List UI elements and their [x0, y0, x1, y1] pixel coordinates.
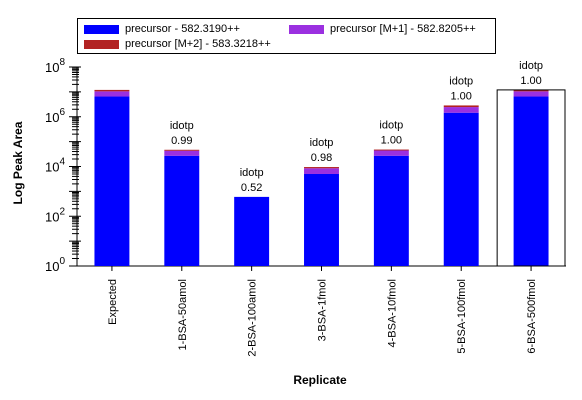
bar-segment: [94, 89, 130, 92]
annotation-label: idotp: [379, 120, 403, 132]
annotation-value: 1.00: [451, 90, 472, 102]
bar-segment: [304, 167, 339, 169]
bar-segment: [164, 149, 200, 151]
bar-segment: [164, 150, 200, 156]
x-tick-label: 4-BSA-10fmol: [386, 279, 398, 347]
annotation-label: idotp: [519, 60, 543, 72]
legend-label-m2: precursor [M+2] - 583.3218++: [125, 38, 271, 50]
bar-segment: [164, 155, 200, 266]
bar-segment: [373, 150, 409, 156]
legend-item-precursor: precursor - 582.3190++: [84, 23, 240, 35]
x-tick-label: 3-BSA-1fmol: [317, 279, 329, 341]
legend-item-m2: precursor [M+2] - 583.3218++: [84, 38, 271, 50]
selection-box: [496, 89, 566, 267]
bar-segment: [304, 173, 339, 266]
chart-legend: precursor - 582.3190++ precursor [M+1] -…: [77, 18, 496, 54]
bar-segment: [513, 96, 549, 266]
bar-segment: [304, 168, 339, 174]
y-tick-label: 104: [45, 157, 65, 175]
bar-segment: [373, 149, 409, 151]
y-axis-title: Log Peak Area: [11, 121, 25, 204]
bar-segment: [443, 107, 479, 113]
x-tick-label: Expected: [107, 279, 119, 325]
bar-segment: [94, 91, 130, 97]
bar-segment: [94, 96, 130, 266]
annotation-value: 0.99: [171, 135, 192, 147]
annotation-value: 0.52: [241, 182, 262, 194]
bar-segment: [513, 91, 549, 97]
bar-segment: [443, 105, 479, 108]
y-tick-label: 102: [45, 206, 65, 224]
legend-swatch-m1: [289, 24, 324, 34]
annotation-value: 0.98: [311, 152, 332, 164]
annotation-label: idotp: [310, 137, 334, 149]
y-tick-label: 106: [45, 107, 65, 125]
bar-segment: [443, 112, 479, 267]
annotation-value: 1.00: [381, 135, 402, 147]
x-axis-title: Replicate: [293, 373, 347, 387]
legend-item-m1: precursor [M+1] - 582.8205++: [289, 23, 476, 35]
y-tick-label: 100: [45, 256, 65, 274]
legend-swatch-m2: [84, 39, 119, 49]
legend-swatch-precursor: [84, 24, 119, 34]
annotation-value: 1.00: [520, 75, 541, 87]
legend-label-precursor: precursor - 582.3190++: [125, 23, 240, 35]
x-tick-label: 6-BSA-500fmol: [526, 279, 538, 354]
annotation-label: idotp: [240, 167, 264, 179]
bar-segment: [373, 155, 409, 266]
annotation-label: idotp: [170, 120, 194, 132]
x-tick-label: 1-BSA-50amol: [177, 279, 189, 351]
bar-segment: [234, 196, 270, 266]
annotation-label: idotp: [449, 75, 473, 87]
bar-segment: [513, 89, 549, 92]
legend-label-m1: precursor [M+1] - 582.8205++: [330, 23, 476, 35]
x-tick-label: 5-BSA-100fmol: [456, 279, 468, 354]
y-tick-label: 108: [45, 57, 65, 75]
x-tick-label: 2-BSA-100amol: [247, 279, 259, 357]
